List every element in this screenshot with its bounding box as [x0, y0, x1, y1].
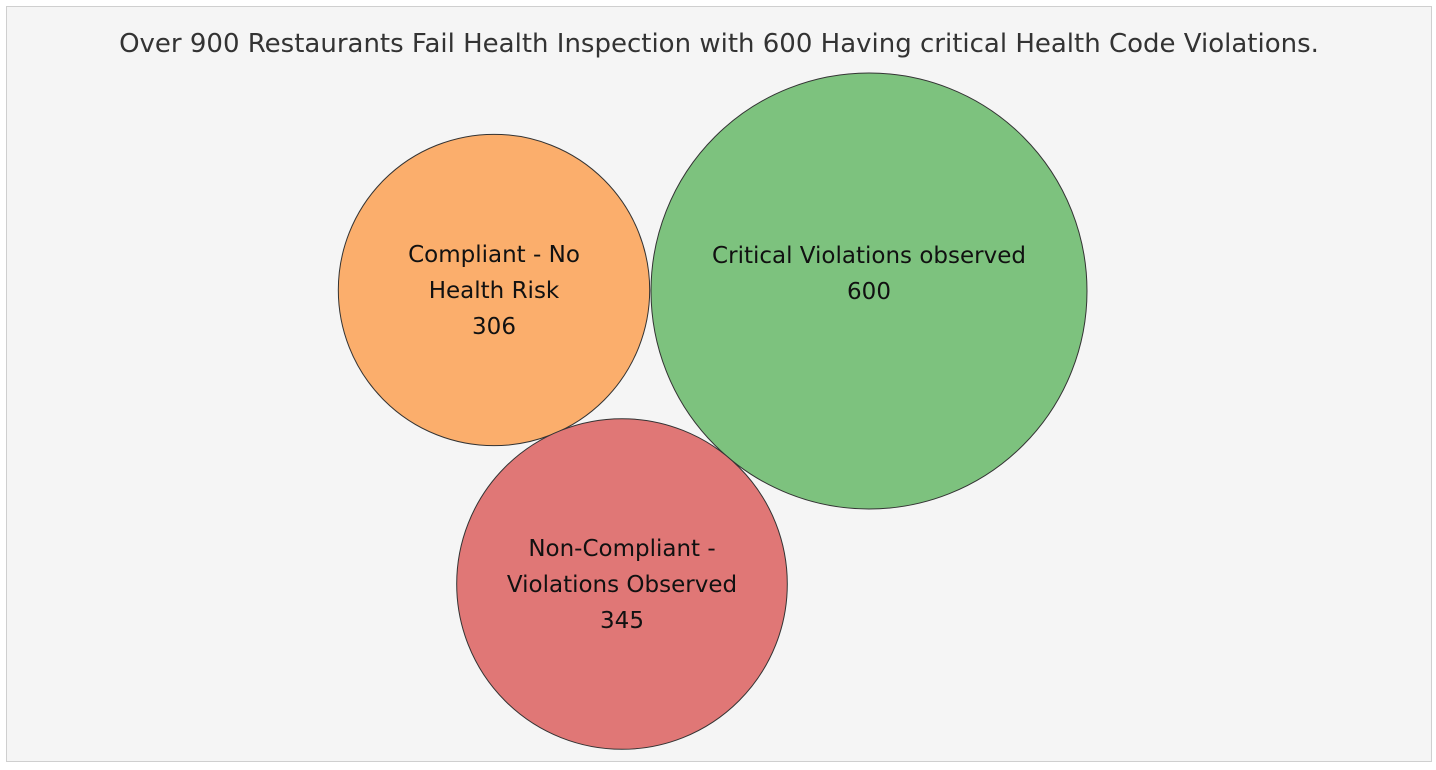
bubble-value-critical-violations-observed: 600 — [847, 279, 891, 305]
bubble-label-compliant-no-health-risk: Compliant - No — [408, 242, 580, 268]
bubble-compliant-no-health-risk: Compliant - No Health Risk 306 — [337, 133, 651, 447]
bubble-label-non-compliant-violations-observed: Non-Compliant - — [528, 536, 715, 562]
bubble-label-critical-violations-observed: Critical Violations observed — [712, 243, 1026, 269]
bubble-non-compliant-violations-observed: Non-Compliant - Violations Observed 345 — [456, 418, 788, 750]
bubble-circle-compliant-no-health-risk — [337, 133, 651, 447]
bubble-value-non-compliant-violations-observed: 345 — [600, 608, 644, 634]
bubble-critical-violations-observed: Critical Violations observed 600 — [650, 72, 1088, 510]
bubble-label-non-compliant-violations-observed: Violations Observed — [507, 572, 737, 598]
bubble-label-compliant-no-health-risk: Health Risk — [429, 278, 560, 304]
chart-title: Over 900 Restaurants Fail Health Inspect… — [119, 29, 1319, 59]
bubble-circle-non-compliant-violations-observed — [456, 418, 788, 750]
bubble-value-compliant-no-health-risk: 306 — [472, 314, 516, 340]
bubble-circle-critical-violations-observed — [650, 72, 1088, 510]
